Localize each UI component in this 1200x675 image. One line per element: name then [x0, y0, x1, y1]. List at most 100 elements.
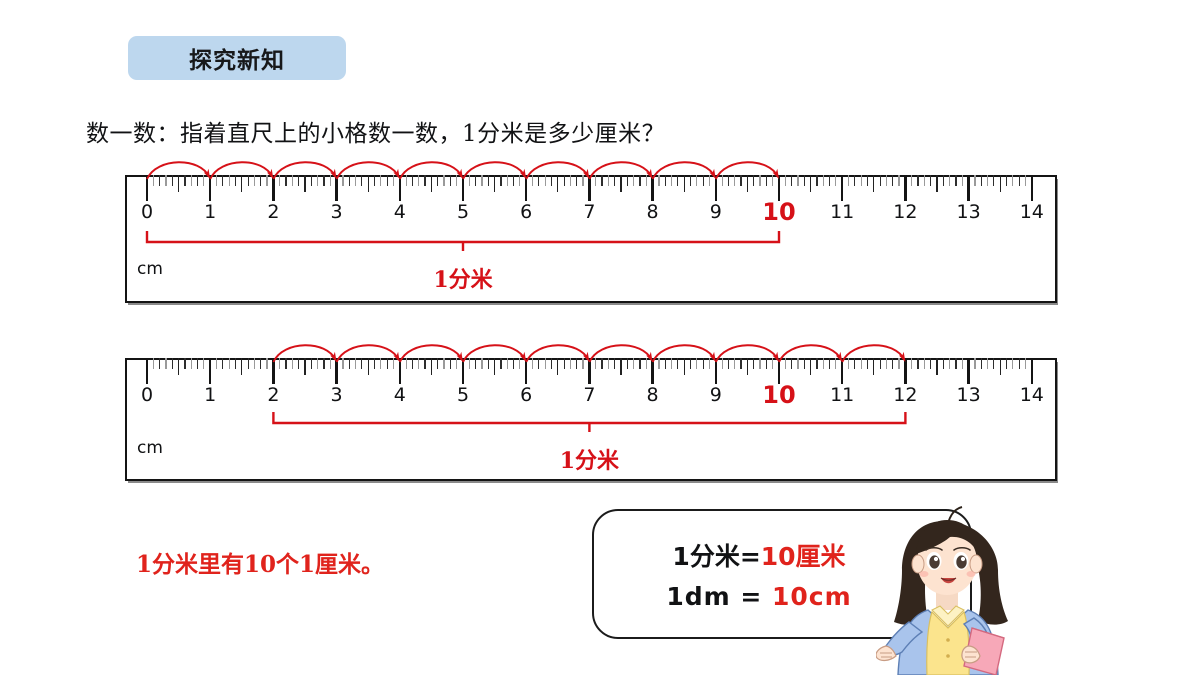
- ruler-tick-minor: [234, 358, 237, 369]
- ruler-tick-minor: [955, 358, 957, 369]
- ruler-tick-minor: [784, 175, 786, 186]
- ruler-bottom-ticks: [125, 358, 1057, 398]
- ruler-tick-minor: [361, 175, 363, 186]
- ruler-tick-minor: [184, 358, 186, 369]
- ruler-tick-half: [178, 358, 180, 375]
- ruler-tick-minor: [582, 175, 584, 186]
- ruler-tick-half: [810, 175, 812, 192]
- teacher-character-illustration: [876, 506, 1008, 675]
- ruler-tick-minor: [930, 358, 932, 369]
- ruler-tick-minor: [708, 175, 711, 186]
- ruler-number: 14: [1019, 201, 1044, 223]
- ruler-tick-major: [1030, 358, 1033, 384]
- ruler-tick-minor: [544, 175, 546, 186]
- ruler-tick-minor: [437, 175, 439, 186]
- ruler-tick-minor: [689, 358, 692, 369]
- ruler-tick-minor: [411, 358, 414, 369]
- ruler-tick-minor: [538, 358, 540, 369]
- ruler-tick-minor: [961, 175, 963, 186]
- ruler-tick-half: [936, 175, 938, 192]
- ruler-tick-minor: [165, 175, 167, 186]
- ruler-number: 13: [956, 201, 981, 223]
- ruler-tick-major: [398, 358, 401, 384]
- ruler-tick-minor: [519, 358, 521, 369]
- ruler-tick-minor: [468, 175, 470, 186]
- ruler-tick-minor: [923, 175, 925, 186]
- ruler-tick-major: [588, 175, 591, 201]
- ruler-tick-minor: [980, 358, 982, 369]
- ruler-number: 0: [140, 384, 154, 406]
- ruler-tick-minor: [822, 175, 824, 186]
- ruler-tick-half: [557, 358, 559, 375]
- ruler-tick-minor: [702, 358, 704, 369]
- ruler-tick-minor: [854, 358, 856, 369]
- ruler-tick-minor: [354, 175, 357, 186]
- ruler-tick-minor: [797, 175, 799, 186]
- ruler-tick-minor: [860, 358, 862, 369]
- ruler-number: 1: [204, 201, 217, 223]
- ruler-bottom-unit-label: cm: [137, 438, 163, 458]
- ruler-tick-minor: [784, 358, 786, 369]
- ruler-tick-minor: [1024, 175, 1027, 186]
- ruler-tick-major: [714, 175, 717, 201]
- ruler-tick-minor: [753, 358, 755, 369]
- ruler-tick-major: [272, 358, 275, 384]
- ruler-tick-minor: [626, 358, 628, 369]
- ruler-tick-minor: [1024, 358, 1027, 369]
- ruler-tick-major: [651, 175, 654, 201]
- ruler-tick-minor: [291, 175, 293, 186]
- ruler-tick-minor: [607, 358, 609, 369]
- ruler-tick-minor: [576, 175, 578, 186]
- ruler-tick-minor: [664, 175, 666, 186]
- ruler-tick-minor: [576, 358, 578, 369]
- ruler-tick-half: [557, 175, 559, 192]
- ruler-tick-minor: [481, 358, 483, 369]
- ruler-tick-minor: [816, 175, 818, 186]
- ruler-tick-minor: [1012, 358, 1014, 369]
- ruler-tick-minor: [696, 358, 698, 369]
- ruler-tick-major: [398, 175, 401, 201]
- ruler-tick-major: [841, 358, 844, 384]
- ruler-tick-minor: [740, 358, 742, 369]
- ruler-number: 9: [709, 384, 722, 406]
- ruler-tick-minor: [835, 358, 837, 369]
- ruler-tick-minor: [544, 358, 546, 369]
- ruler-tick-minor: [373, 358, 376, 369]
- ruler-tick-minor: [310, 175, 312, 186]
- ruler-tick-minor: [234, 175, 237, 186]
- ruler-tick-half: [494, 175, 496, 192]
- ruler-tick-minor: [993, 358, 995, 369]
- ruler-top-ticks: [125, 175, 1057, 215]
- ruler-tick-minor: [386, 358, 388, 369]
- ruler-tick-minor: [1018, 175, 1020, 186]
- ruler-tick-minor: [159, 175, 161, 186]
- ruler-tick-minor: [291, 358, 293, 369]
- ruler-tick-minor: [443, 358, 445, 369]
- ruler-tick-minor: [171, 175, 173, 186]
- ruler-tick-minor: [456, 175, 458, 186]
- ruler-tick-minor: [506, 358, 508, 369]
- ruler-tick-major: [335, 358, 338, 384]
- ruler-tick-minor: [727, 358, 730, 369]
- ruler-tick-minor: [418, 175, 420, 186]
- ruler-tick-major: [461, 358, 465, 384]
- ruler-number: 5: [456, 384, 470, 406]
- ruler-tick-major: [588, 358, 591, 384]
- ruler-tick-half: [241, 175, 243, 192]
- ruler-tick-minor: [443, 175, 445, 186]
- ruler-tick-minor: [942, 358, 944, 369]
- ruler-tick-minor: [531, 358, 534, 369]
- ruler-tick-minor: [380, 358, 382, 369]
- ruler-tick-minor: [930, 175, 932, 186]
- ruler-tick-minor: [424, 175, 426, 186]
- ruler-tick-minor: [449, 175, 451, 186]
- ruler-number: 12: [893, 384, 918, 406]
- ruler-top-unit-label: cm: [137, 259, 163, 279]
- ruler-number: 1: [204, 384, 217, 406]
- ruler-tick-half: [620, 175, 622, 192]
- ruler-tick-minor: [531, 175, 534, 186]
- ruler-tick-minor: [772, 358, 774, 369]
- ruler-tick-minor: [955, 175, 957, 186]
- ruler-tick-minor: [310, 358, 312, 369]
- ruler-tick-minor: [456, 358, 458, 369]
